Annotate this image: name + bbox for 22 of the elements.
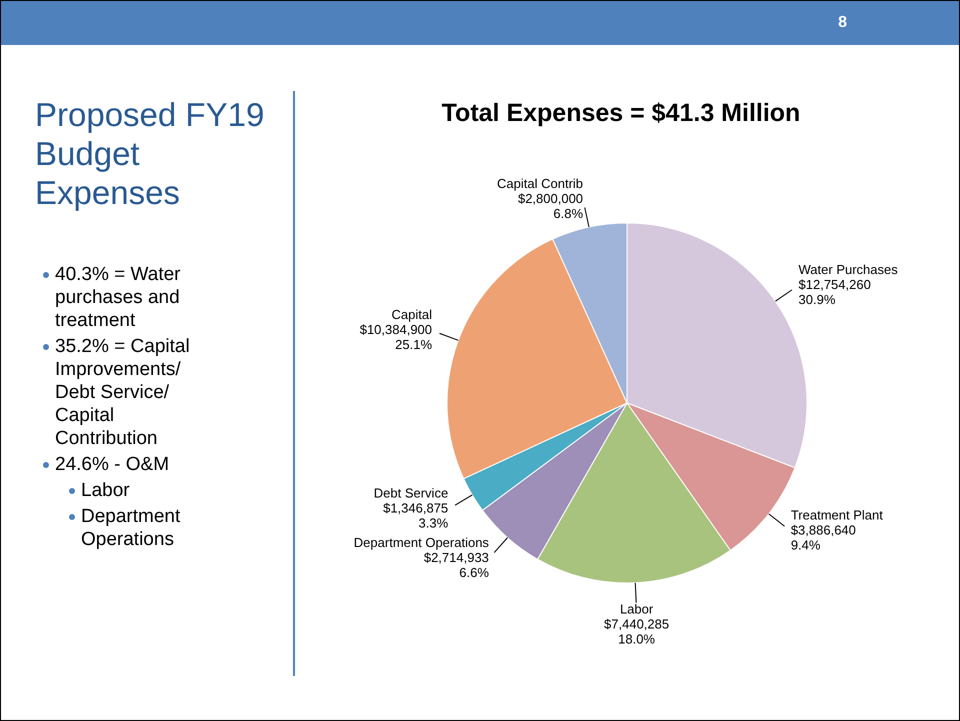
text: 8 — [838, 14, 847, 32]
data-label: $1,346,875 3.3% — [383, 500, 449, 531]
chart-title: Total Expenses = $41.3 Million — [440, 99, 802, 128]
text: 24.6% - O&M — [54, 453, 170, 476]
slice-label: Labor — [620, 601, 654, 616]
data-label: $2,800,000 6.8% — [518, 191, 584, 222]
text: Department Operations — [80, 505, 182, 551]
slice-label: Debt Service — [374, 486, 448, 501]
slice-label: Department Operations — [354, 535, 490, 550]
chart-subtitle: Proposed FY19 Budget Expenses — [35, 95, 265, 212]
slice-label: Capital Contrib — [497, 176, 584, 192]
text: 40.3% = Water purchases and treatment — [54, 263, 182, 332]
data-label: $12,754,260 30.9% — [798, 276, 871, 307]
data-label: $7,440,285 18.0% — [604, 616, 670, 646]
slice-label: Treatment Plant — [790, 508, 884, 523]
data-label: $10,384,900 25.1% — [360, 322, 432, 352]
data-label: $3,886,640 9.4% — [790, 522, 856, 553]
slice-label: Capital — [392, 307, 432, 322]
text: Labor — [80, 479, 131, 502]
text: 35.2% = Capital Improvements/ Debt Service/ Capital Contribution — [54, 335, 191, 450]
slice-label: Water Purchases — [798, 262, 898, 277]
data-label: $2,714,933 6.6% — [424, 550, 490, 580]
